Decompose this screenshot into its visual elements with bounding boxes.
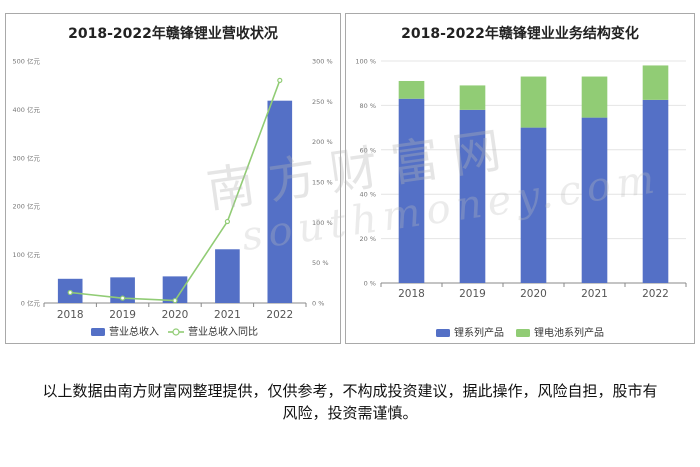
disclaimer-text: 以上数据由南方财富网整理提供，仅供参考，不构成投资建议，据此操作，风险自担，股市… <box>42 382 658 422</box>
legend-label-lithium-battery-products: 锂电池系列产品 <box>534 326 604 339</box>
bar-lithium-battery-products <box>520 76 547 128</box>
legend-label-yoy: 营业总收入同比 <box>188 325 258 338</box>
x-tick-label: 2018 <box>57 309 84 321</box>
legend-label-lithium-products: 锂系列产品 <box>454 326 504 339</box>
bar-lithium-products <box>459 109 486 283</box>
y-left-tick-label: 300 亿元 <box>13 153 41 162</box>
bar-revenue <box>215 249 240 303</box>
legend-swatch-yoy-marker <box>172 328 180 336</box>
chart-title: 2018-2022年赣锋锂业营收状况 <box>68 26 278 42</box>
bar-lithium-battery-products <box>581 76 608 118</box>
y-right-tick-label: 100 % <box>312 219 333 227</box>
y-right-tick-label: 150 % <box>312 179 333 187</box>
x-tick-label: 2022 <box>642 288 669 300</box>
y-tick-label: 40 % <box>359 191 376 199</box>
bar-lithium-battery-products <box>459 85 486 110</box>
structure-chart-panel: 2018-2022年赣锋锂业业务结构变化 0 % 20 % 40 % 60 % 80 %… <box>345 13 695 344</box>
x-tick-label: 2019 <box>109 309 136 321</box>
bar-lithium-products <box>642 99 669 283</box>
bar-lithium-products <box>520 127 547 283</box>
y-left-tick-label: 100 亿元 <box>13 250 41 259</box>
y-tick-label: 80 % <box>359 102 376 110</box>
revenue-chart-panel: 2018-2022年赣锋锂业营收状况 0 亿元 100 亿元 200 亿元 300 亿… <box>5 13 341 344</box>
legend-swatch-revenue <box>91 328 105 336</box>
bar-revenue <box>267 100 293 303</box>
y-right-tick-label: 250 % <box>312 98 333 106</box>
y-left-tick-label: 500 亿元 <box>13 57 41 66</box>
x-tick-label: 2018 <box>398 288 425 300</box>
x-tick-label: 2022 <box>266 309 293 321</box>
y-left-tick-label: 200 亿元 <box>13 202 41 211</box>
chart-title: 2018-2022年赣锋锂业业务结构变化 <box>401 26 639 42</box>
line-yoy-point <box>119 295 126 301</box>
y-tick-label: 0 % <box>364 280 376 288</box>
x-tick-label: 2021 <box>581 288 608 300</box>
x-tick-label: 2020 <box>162 309 189 321</box>
structure-chart: 0 % 20 % 40 % 60 % 80 % 100 % 2018 2019 2020 2021… <box>355 58 687 339</box>
line-yoy-point <box>277 77 283 83</box>
line-yoy-point <box>172 297 178 304</box>
y-tick-label: 100 % <box>355 58 376 66</box>
bar-lithium-products <box>581 117 608 283</box>
y-right-tick-label: 200 % <box>312 138 333 146</box>
bar-lithium-battery-products <box>642 65 669 100</box>
y-tick-label: 20 % <box>359 235 376 243</box>
y-tick-label: 60 % <box>359 146 376 154</box>
y-left-tick-label: 0 亿元 <box>21 299 41 308</box>
y-right-tick-label: 50 % <box>312 259 329 267</box>
x-tick-label: 2021 <box>214 309 241 321</box>
line-yoy-point <box>224 218 230 225</box>
bar-lithium-products <box>398 98 425 284</box>
x-tick-label: 2019 <box>459 288 486 300</box>
legend-label-revenue: 营业总收入 <box>109 325 159 338</box>
legend-swatch-lithium-products <box>436 329 450 337</box>
y-right-tick-label: 0 % <box>312 300 324 308</box>
bar-lithium-battery-products <box>398 80 425 99</box>
revenue-chart: 0 亿元 100 亿元 200 亿元 300 亿元 400 亿元 500 亿元 0 % 50 … <box>13 57 333 339</box>
x-tick-label: 2020 <box>520 288 547 300</box>
y-left-tick-label: 400 亿元 <box>13 105 41 114</box>
line-yoy-point <box>67 289 73 296</box>
y-right-tick-label: 300 % <box>312 58 333 66</box>
legend-swatch-lithium-battery-products <box>516 329 530 337</box>
